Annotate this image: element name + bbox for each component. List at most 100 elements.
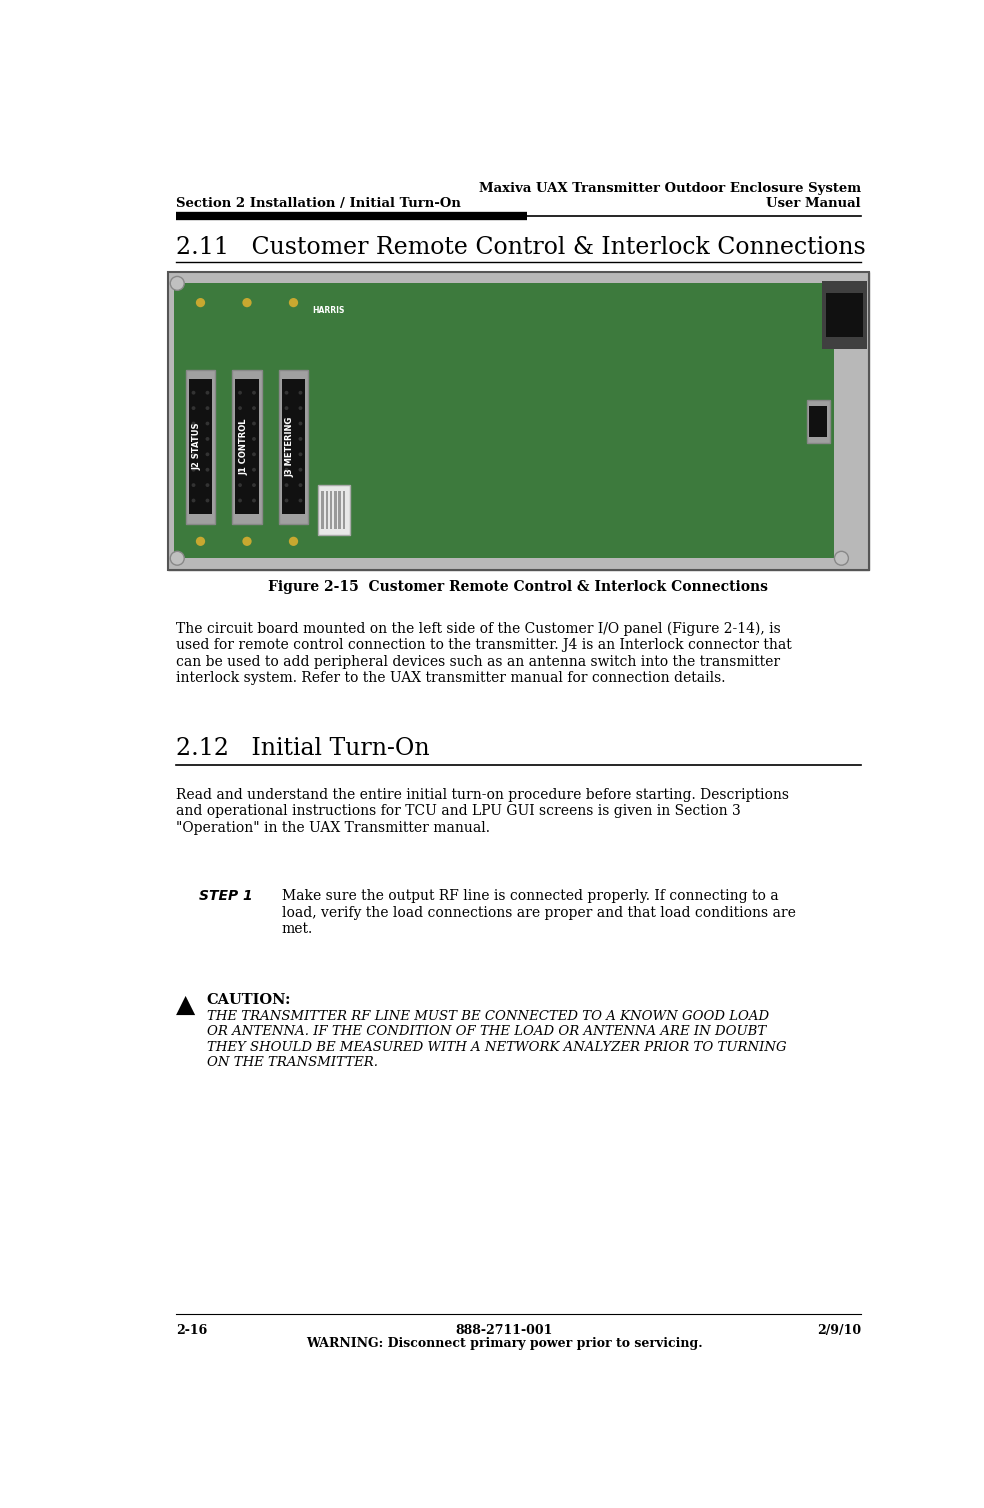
Circle shape: [284, 422, 288, 425]
Circle shape: [298, 452, 302, 457]
Circle shape: [252, 406, 256, 410]
Circle shape: [242, 537, 252, 546]
Bar: [168, 271, 869, 570]
Bar: [278, 369, 308, 523]
Circle shape: [242, 299, 252, 308]
Circle shape: [252, 499, 256, 502]
Bar: [174, 284, 833, 558]
Circle shape: [238, 483, 242, 487]
Circle shape: [252, 467, 256, 472]
Text: and operational instructions for TCU and LPU GUI screens is given in Section 3: and operational instructions for TCU and…: [176, 804, 740, 819]
Circle shape: [298, 483, 302, 487]
Circle shape: [192, 406, 196, 410]
Circle shape: [298, 406, 302, 410]
Text: ON THE TRANSMITTER.: ON THE TRANSMITTER.: [207, 1056, 378, 1069]
Text: can be used to add peripheral devices such as an antenna switch into the transmi: can be used to add peripheral devices su…: [176, 654, 780, 668]
Bar: [322, 492, 324, 529]
Circle shape: [252, 452, 256, 457]
Bar: [168, 271, 869, 570]
Text: 888-2711-001: 888-2711-001: [456, 1324, 553, 1338]
Bar: [807, 401, 830, 443]
Text: User Manual: User Manual: [767, 198, 861, 210]
Text: WARNING: Disconnect primary power prior to servicing.: WARNING: Disconnect primary power prior …: [306, 1338, 703, 1351]
Circle shape: [238, 406, 242, 410]
Circle shape: [238, 391, 242, 395]
Bar: [235, 379, 259, 514]
Bar: [822, 280, 867, 348]
Circle shape: [206, 422, 210, 425]
Text: load, verify the load connections are proper and that load conditions are: load, verify the load connections are pr…: [281, 906, 796, 920]
Circle shape: [289, 299, 298, 308]
Bar: [168, 271, 869, 570]
Circle shape: [284, 452, 288, 457]
Bar: [186, 369, 215, 523]
Text: interlock system. Refer to the UAX transmitter manual for connection details.: interlock system. Refer to the UAX trans…: [176, 671, 725, 685]
Circle shape: [192, 483, 196, 487]
Circle shape: [196, 537, 205, 546]
Circle shape: [192, 422, 196, 425]
Bar: [338, 492, 340, 529]
Text: OR ANTENNA. IF THE CONDITION OF THE LOAD OR ANTENNA ARE IN DOUBT: OR ANTENNA. IF THE CONDITION OF THE LOAD…: [207, 1025, 766, 1039]
Bar: [809, 406, 828, 437]
Text: Read and understand the entire initial turn-on procedure before starting. Descri: Read and understand the entire initial t…: [176, 787, 789, 802]
Text: J1 CONTROL: J1 CONTROL: [239, 418, 248, 475]
Circle shape: [238, 452, 242, 457]
Circle shape: [192, 467, 196, 472]
Bar: [189, 379, 213, 514]
Circle shape: [284, 483, 288, 487]
Circle shape: [284, 391, 288, 395]
Bar: [281, 379, 305, 514]
Circle shape: [298, 437, 302, 440]
Circle shape: [192, 499, 196, 502]
Circle shape: [196, 299, 205, 308]
Circle shape: [170, 276, 184, 291]
Text: CAUTION:: CAUTION:: [207, 994, 291, 1007]
Circle shape: [284, 467, 288, 472]
Circle shape: [206, 406, 210, 410]
Bar: [342, 492, 345, 529]
Circle shape: [834, 552, 848, 566]
Bar: [826, 293, 863, 338]
Circle shape: [238, 467, 242, 472]
Circle shape: [252, 391, 256, 395]
Text: 2.12   Initial Turn-On: 2.12 Initial Turn-On: [176, 737, 429, 760]
Text: THEY SHOULD BE MEASURED WITH A NETWORK ANALYZER PRIOR TO TURNING: THEY SHOULD BE MEASURED WITH A NETWORK A…: [207, 1041, 786, 1054]
Text: "Operation" in the UAX Transmitter manual.: "Operation" in the UAX Transmitter manua…: [176, 820, 490, 835]
Circle shape: [298, 391, 302, 395]
Text: Section 2 Installation / Initial Turn-On: Section 2 Installation / Initial Turn-On: [176, 198, 461, 210]
Text: Make sure the output RF line is connected properly. If connecting to a: Make sure the output RF line is connecte…: [281, 890, 778, 903]
Circle shape: [206, 391, 210, 395]
Bar: [232, 369, 262, 523]
Circle shape: [252, 483, 256, 487]
Circle shape: [238, 422, 242, 425]
Circle shape: [252, 422, 256, 425]
Circle shape: [170, 552, 184, 566]
Circle shape: [206, 437, 210, 440]
Text: HARRIS: HARRIS: [312, 306, 344, 315]
Circle shape: [298, 467, 302, 472]
Text: STEP 1: STEP 1: [199, 890, 253, 903]
Text: used for remote control connection to the transmitter. J4 is an Interlock connec: used for remote control connection to th…: [176, 638, 791, 651]
Text: THE TRANSMITTER RF LINE MUST BE CONNECTED TO A KNOWN GOOD LOAD: THE TRANSMITTER RF LINE MUST BE CONNECTE…: [207, 1010, 769, 1022]
Circle shape: [284, 406, 288, 410]
Circle shape: [206, 452, 210, 457]
Bar: [326, 492, 328, 529]
Circle shape: [192, 437, 196, 440]
Text: J2 STATUS: J2 STATUS: [193, 422, 202, 470]
Circle shape: [252, 437, 256, 440]
Circle shape: [284, 437, 288, 440]
Circle shape: [238, 499, 242, 502]
Circle shape: [206, 499, 210, 502]
Circle shape: [192, 452, 196, 457]
Bar: [335, 492, 337, 529]
Circle shape: [238, 437, 242, 440]
Circle shape: [298, 499, 302, 502]
Text: ▲: ▲: [176, 994, 195, 1018]
Circle shape: [298, 422, 302, 425]
Bar: [318, 486, 350, 535]
Text: J3 METERING: J3 METERING: [286, 416, 295, 477]
Text: 2/9/10: 2/9/10: [817, 1324, 861, 1338]
Circle shape: [206, 483, 210, 487]
Text: met.: met.: [281, 923, 313, 936]
Text: Figure 2-15  Customer Remote Control & Interlock Connections: Figure 2-15 Customer Remote Control & In…: [269, 579, 769, 594]
